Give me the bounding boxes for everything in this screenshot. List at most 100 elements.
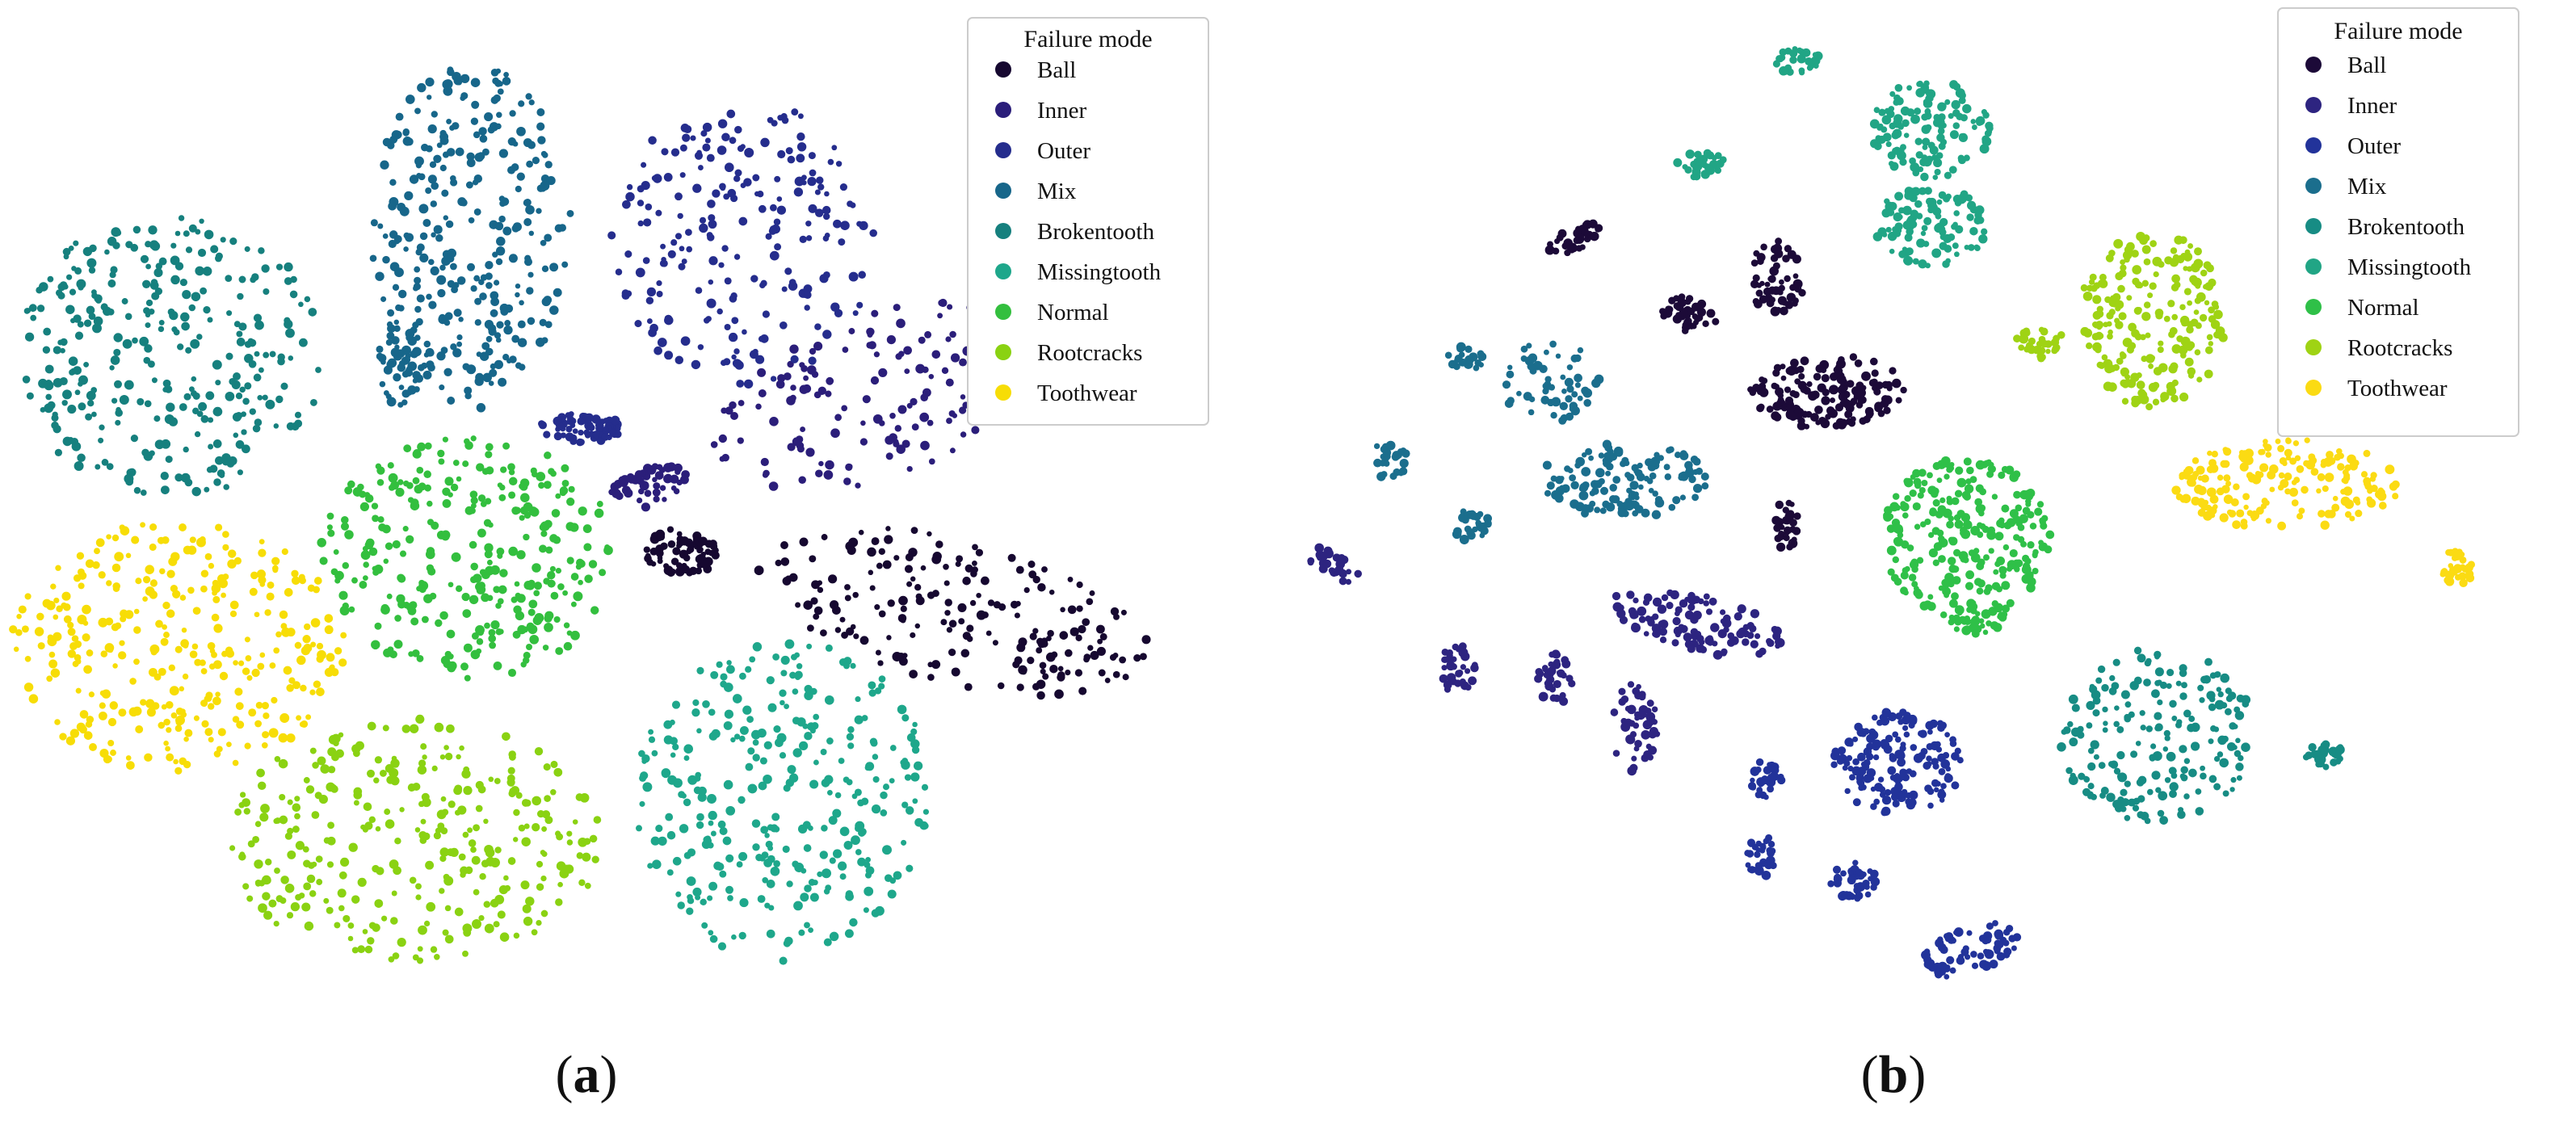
data-point: [939, 298, 948, 308]
data-point: [212, 590, 217, 596]
data-point: [565, 426, 573, 433]
data-point: [1638, 691, 1646, 699]
data-point: [2179, 669, 2187, 678]
data-point: [516, 594, 526, 603]
data-point: [2302, 754, 2310, 761]
data-point: [338, 905, 345, 912]
data-point: [1763, 838, 1770, 845]
data-point: [537, 136, 546, 145]
data-point: [497, 552, 503, 559]
data-point: [1747, 782, 1757, 791]
data-point: [61, 400, 68, 406]
data-point: [844, 594, 851, 602]
data-point: [1338, 577, 1347, 586]
data-point: [376, 345, 384, 353]
data-point: [2078, 772, 2086, 780]
data-point: [728, 332, 738, 342]
data-point: [2011, 945, 2017, 951]
data-point: [880, 791, 888, 800]
data-point: [898, 351, 905, 357]
data-point: [503, 875, 509, 881]
data-point: [388, 472, 398, 483]
data-point: [1889, 248, 1895, 254]
data-point: [758, 389, 767, 397]
data-point: [95, 538, 105, 548]
data-point: [1786, 510, 1795, 519]
data-point: [1469, 678, 1475, 685]
data-point: [264, 609, 271, 616]
data-point: [2175, 680, 2182, 687]
data-point: [1684, 317, 1692, 326]
data-point: [1909, 770, 1917, 778]
data-point: [363, 802, 372, 812]
legend: Failure mode BallInnerOuterMixBrokentoot…: [967, 17, 1209, 426]
data-point: [1986, 459, 1992, 465]
data-point: [59, 733, 67, 741]
data-point: [387, 462, 394, 469]
data-point: [1545, 384, 1552, 390]
data-point: [570, 601, 577, 607]
data-point: [1691, 494, 1700, 502]
data-point: [229, 237, 237, 246]
data-point: [766, 929, 775, 939]
data-point: [854, 715, 864, 724]
legend-label: Normal: [1037, 300, 1109, 326]
data-point: [1934, 970, 1943, 979]
data-point: [485, 282, 493, 289]
data-point: [1920, 172, 1929, 182]
data-point: [1926, 755, 1932, 762]
data-point: [316, 655, 324, 663]
data-point: [775, 738, 784, 747]
data-point: [1883, 406, 1891, 414]
data-point: [393, 373, 401, 382]
cluster-outer-2: [1747, 758, 1786, 800]
data-point: [465, 181, 473, 189]
data-point: [153, 268, 163, 278]
data-point: [191, 376, 197, 382]
data-point: [2157, 699, 2163, 706]
data-point: [817, 183, 825, 191]
data-point: [653, 482, 661, 490]
data-point: [2083, 776, 2091, 783]
data-point: [793, 187, 804, 197]
data-point: [143, 356, 151, 364]
data-point: [1544, 489, 1552, 497]
data-point: [133, 658, 140, 666]
data-point: [474, 297, 482, 305]
data-point: [2171, 715, 2178, 721]
data-point: [1843, 760, 1851, 767]
data-point: [382, 724, 389, 732]
data-point: [56, 605, 63, 613]
data-point: [653, 174, 662, 183]
data-point: [1922, 157, 1932, 167]
data-point: [533, 582, 543, 590]
data-point: [1615, 448, 1624, 457]
data-point: [708, 256, 718, 266]
data-point: [9, 625, 18, 634]
data-point: [2179, 692, 2187, 700]
data-point: [544, 233, 553, 242]
data-point: [2214, 699, 2225, 710]
data-point: [2208, 738, 2214, 745]
data-point: [2121, 798, 2130, 807]
data-point: [1933, 114, 1941, 121]
data-point: [401, 356, 410, 365]
data-point: [2219, 758, 2229, 768]
data-point: [249, 408, 256, 415]
data-point: [1666, 602, 1674, 610]
data-point: [244, 382, 252, 390]
data-point: [1665, 305, 1673, 313]
data-point: [561, 261, 569, 268]
data-point: [1769, 296, 1776, 304]
data-point: [540, 181, 550, 191]
data-point: [884, 535, 893, 544]
data-point: [906, 864, 914, 872]
data-point: [1956, 477, 1967, 488]
data-point: [1666, 589, 1674, 597]
data-point: [1464, 683, 1472, 691]
data-point: [267, 581, 275, 589]
data-point: [770, 866, 780, 876]
data-point: [643, 546, 650, 553]
data-point: [710, 830, 716, 837]
data-point: [1575, 245, 1582, 252]
